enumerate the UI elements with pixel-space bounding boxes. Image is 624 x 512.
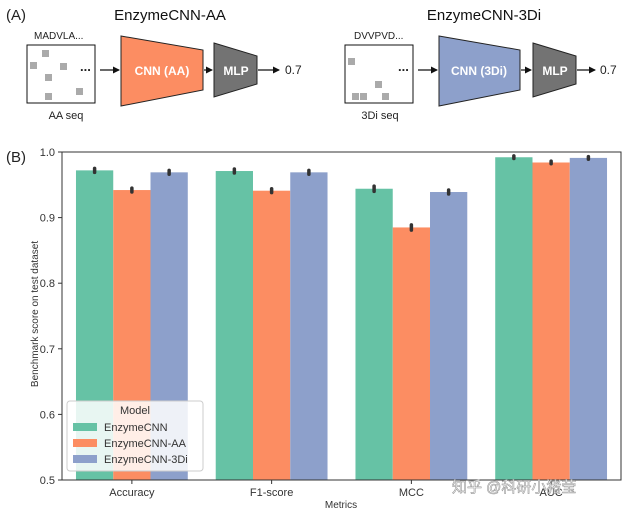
y-axis-label: Benchmark score on test dataset xyxy=(30,241,41,387)
output-score-3di: 0.7 xyxy=(600,63,617,77)
plot-frame xyxy=(61,151,622,481)
model-title-3di: EnzymeCNN-3Di xyxy=(427,7,541,24)
axes-layer xyxy=(61,151,622,481)
sequence-matrix-aa xyxy=(26,44,96,104)
matrix-ellipsis-aa: ... xyxy=(80,59,91,74)
x-tick-label-f1-score: F1-score xyxy=(250,487,293,499)
panel-a: (A) EnzymeCNN-AA MADVLA... ... AA seq CN… xyxy=(6,7,617,122)
bar-enzymecnn-aa-mcc xyxy=(392,227,431,480)
model-diagram-aa: EnzymeCNN-AA MADVLA... ... AA seq CNN (A… xyxy=(26,7,302,122)
panel-b: (B) Benchmark score on test dataset Metr… xyxy=(6,147,622,511)
bar-enzymecnn-3di-mcc xyxy=(430,192,468,481)
cnn-encoder-block-3di xyxy=(438,35,521,107)
output-score-aa: 0.7 xyxy=(285,63,302,77)
bar-enzymecnn-3di-f1-score xyxy=(290,172,328,480)
chart-legend: Model EnzymeCNN EnzymeCNN-AA EnzymeCNN-3… xyxy=(66,400,204,472)
bar-enzymecnn-auc xyxy=(495,157,533,481)
x-ticks: Accuracy F1-score MCC AUC xyxy=(109,480,563,499)
panel-b-label: (B) xyxy=(6,149,26,166)
legend-swatch-enzymecnn xyxy=(73,423,97,431)
x-tick-label-mcc: MCC xyxy=(399,487,424,499)
x-tick-label-accuracy: Accuracy xyxy=(109,487,155,499)
legend-label-enzymecnn: EnzymeCNN xyxy=(104,422,168,434)
x-tick-label-auc: AUC xyxy=(540,487,563,499)
bar-enzymecnn-3di-auc xyxy=(569,157,608,481)
y-tick-label-0-7: 0.7 xyxy=(40,344,55,356)
y-tick-label-0-5: 0.5 xyxy=(40,475,55,487)
cnn-encoder-label-aa: CNN (AA) xyxy=(135,64,190,78)
bar-enzymecnn-mcc xyxy=(355,188,393,480)
sequence-caption-aa: AA seq xyxy=(49,110,84,122)
bar-enzymecnn-f1-score xyxy=(215,171,253,481)
legend-frame xyxy=(66,400,204,472)
sequence-caption-3di: 3Di seq xyxy=(361,110,398,122)
matrix-ellipsis-3di: ... xyxy=(398,59,409,74)
bar-enzymecnn-aa-f1-score xyxy=(252,190,291,481)
sequence-head-3di: DVVPVD... xyxy=(354,31,403,42)
y-tick-label-1-0: 1.0 xyxy=(40,147,55,159)
mlp-block-3di xyxy=(532,42,577,98)
error-bars-layer xyxy=(92,154,591,232)
x-axis-label: Metrics xyxy=(325,500,357,511)
matrix-cells-aa xyxy=(30,50,83,100)
y-tick-label-0-9: 0.9 xyxy=(40,213,55,225)
model-title-aa: EnzymeCNN-AA xyxy=(114,7,226,24)
legend-title: Model xyxy=(120,405,150,417)
y-tick-label-0-8: 0.8 xyxy=(40,278,55,290)
mlp-label-3di: MLP xyxy=(542,64,567,78)
cnn-encoder-block-aa xyxy=(120,35,204,107)
y-tick-label-0-6: 0.6 xyxy=(40,409,55,421)
legend-swatch-enzymecnn-aa xyxy=(73,439,97,447)
cnn-encoder-label-3di: CNN (3Di) xyxy=(451,64,507,78)
watermark-text: 知乎 @科研小猪莹 xyxy=(452,479,576,496)
legend-label-enzymecnn-3di: EnzymeCNN-3Di xyxy=(104,454,188,466)
model-diagram-3di: EnzymeCNN-3Di DVVPVD... ... 3Di seq CNN … xyxy=(344,7,617,122)
mlp-label-aa: MLP xyxy=(223,64,248,78)
panel-a-label: (A) xyxy=(6,7,26,24)
bar-enzymecnn-aa-auc xyxy=(532,162,570,480)
legend-label-enzymecnn-aa: EnzymeCNN-AA xyxy=(104,438,187,450)
sequence-head-aa: MADVLA... xyxy=(34,31,83,42)
legend-swatch-enzymecnn-3di xyxy=(73,455,97,463)
mlp-block-aa xyxy=(213,42,258,98)
matrix-cells-3di xyxy=(348,58,389,100)
y-ticks: 0.5 0.6 0.7 0.8 0.9 1.0 xyxy=(40,147,62,487)
